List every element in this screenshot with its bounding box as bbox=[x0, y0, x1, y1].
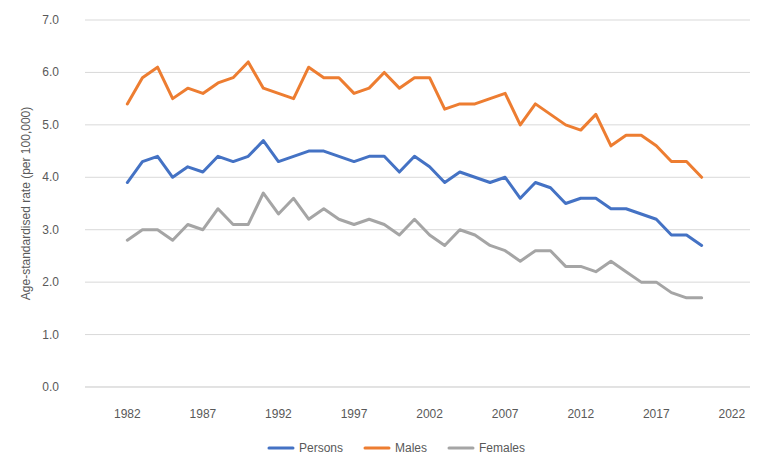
x-axis-line bbox=[85, 387, 750, 388]
legend-label: Males bbox=[395, 441, 427, 455]
grid-line bbox=[85, 334, 750, 335]
legend-swatch bbox=[449, 447, 473, 450]
y-tick-label: 3.0 bbox=[42, 223, 59, 237]
x-tick-label: 2017 bbox=[643, 407, 670, 421]
legend-label: Persons bbox=[299, 441, 343, 455]
x-tick-label: 2022 bbox=[719, 407, 746, 421]
x-tick-label: 2007 bbox=[492, 407, 519, 421]
y-tick-label: 0.0 bbox=[42, 380, 59, 394]
y-axis-label: Age-standardised rate (per 100,000) bbox=[19, 107, 33, 300]
grid-line bbox=[85, 387, 750, 388]
plot-area bbox=[127, 62, 701, 298]
x-tick-label: 1982 bbox=[114, 407, 141, 421]
legend-swatch bbox=[365, 447, 389, 450]
y-tick-label: 5.0 bbox=[42, 118, 59, 132]
y-tick-label: 4.0 bbox=[42, 170, 59, 184]
legend-swatch bbox=[269, 447, 293, 450]
grid-line bbox=[85, 177, 750, 178]
x-tick-label: 2002 bbox=[416, 407, 443, 421]
series-line bbox=[127, 62, 701, 177]
chart: 0.0 1.0 2.0 3.0 4.0 5.0 6.0 7.0 1982 1987 1992 1997… bbox=[0, 0, 774, 467]
x-tick-label: 1997 bbox=[341, 407, 368, 421]
series-line bbox=[127, 193, 701, 298]
legend: Persons Males Females bbox=[269, 441, 525, 455]
legend-label: Females bbox=[479, 441, 525, 455]
x-tick-label: 1992 bbox=[265, 407, 292, 421]
grid-line bbox=[85, 72, 750, 73]
y-tick-label: 6.0 bbox=[42, 65, 59, 79]
x-tick-label: 1987 bbox=[190, 407, 217, 421]
series-line bbox=[127, 141, 701, 246]
y-tick-label: 1.0 bbox=[42, 328, 59, 342]
y-tick-label: 7.0 bbox=[42, 13, 59, 27]
x-tick-label: 2012 bbox=[567, 407, 594, 421]
grid-line bbox=[85, 20, 750, 21]
y-tick-label: 2.0 bbox=[42, 275, 59, 289]
grid-line bbox=[85, 124, 750, 125]
